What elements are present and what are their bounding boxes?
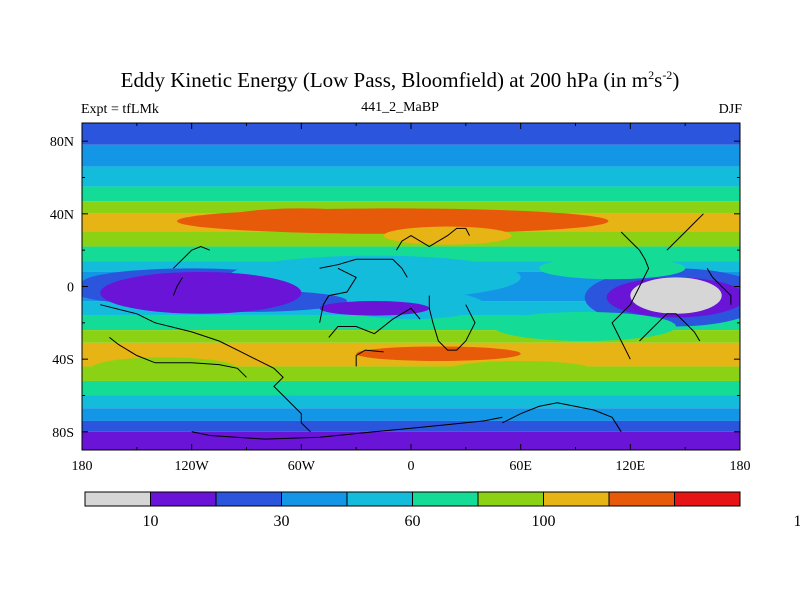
contour-band [82,144,740,167]
coastline-segment [428,295,476,351]
coastline-segment [706,268,732,305]
colorbar-swatch [281,491,348,507]
coastline-segment [639,313,701,342]
x-tick-label: 0 [408,459,415,474]
x-tick-label: 60W [288,459,316,474]
contour-band [82,186,740,202]
coastline-segment [395,227,470,251]
colorbar-label: 60 [405,513,421,530]
contour-band [82,166,740,187]
contour-band [82,431,740,450]
colorbar-swatch [84,491,151,507]
contour-band [82,123,740,145]
contour-band [82,201,740,214]
contour-band [82,420,740,432]
coastline-segment [355,349,384,367]
nh-jet-core [228,217,466,227]
y-tick-label: 40S [52,353,74,368]
colorbar-swatch [608,491,675,507]
x-axis: 180 120W 60W 0 60E 120E 180 [72,123,751,474]
contour-blob [493,311,677,341]
colorbar-label: 100 [532,513,556,530]
contour-band [82,380,740,396]
title-close: ) [672,68,680,92]
y-tick-label: 0 [67,281,74,296]
tropical-minimum-pacific [630,277,722,314]
x-tick-label: 60E [509,459,532,474]
title-unit-mid: s [654,68,663,92]
coastlines [100,213,732,440]
coastline-segment [319,267,357,323]
y-tick-label: 80S [52,426,74,441]
colorbar-swatch [412,491,479,507]
y-tick-label: 40N [50,208,74,223]
contour-blob [538,257,686,280]
y-axis: 80N 40N 0 40S 80S [50,135,740,441]
colorbar-swatch [477,491,544,507]
tropical-low-atlantic [100,271,302,314]
chart-title-text: Eddy Kinetic Energy (Low Pass, Bloomfiel… [120,68,649,92]
contour-field [82,123,740,450]
colorbar: 10 30 60 100 180 [84,491,800,530]
coastline-segment [319,258,408,278]
coastline-segment [109,337,247,378]
coastline-segment [502,402,622,433]
colorbar-swatch [346,491,413,507]
colorbar-label: 180 [794,513,800,530]
colorbar-swatch [674,491,741,507]
coastline-segment [173,245,211,269]
colorbar-swatch [215,491,282,507]
coastline-segment [666,213,704,251]
x-tick-label: 120W [175,459,210,474]
title-unit-sup2: -2 [662,68,673,82]
season-label: DJF [718,102,742,117]
contour-blob [447,360,594,380]
coastline-segment [328,307,421,338]
sh-jet-core [401,348,521,360]
y-tick-label: 80N [50,135,74,150]
contour-blob [319,301,430,316]
experiment-label: Expt = tfLMk [81,102,159,117]
contour-blob [91,357,238,380]
contour-blob [228,255,521,300]
coastline-segment [100,304,311,433]
contour-band [82,395,740,409]
colorbar-swatch [150,491,217,507]
title-unit-sup1: 2 [648,68,655,82]
colorbar-swatch [543,491,610,507]
colorbar-label: 30 [274,513,290,530]
x-tick-label: 180 [72,459,93,474]
coastline-segment [611,231,650,360]
colorbar-label: 10 [143,513,159,530]
run-label: 441_2_MaBP [361,100,439,115]
coastline-segment [172,277,183,296]
x-tick-label: 120E [616,459,646,474]
coastline-segment [191,416,503,440]
contour-band [82,408,740,421]
chart-title: Eddy Kinetic Energy (Low Pass, Bloomfiel… [0,68,800,93]
contour-band [82,246,740,262]
x-tick-label: 180 [730,459,751,474]
